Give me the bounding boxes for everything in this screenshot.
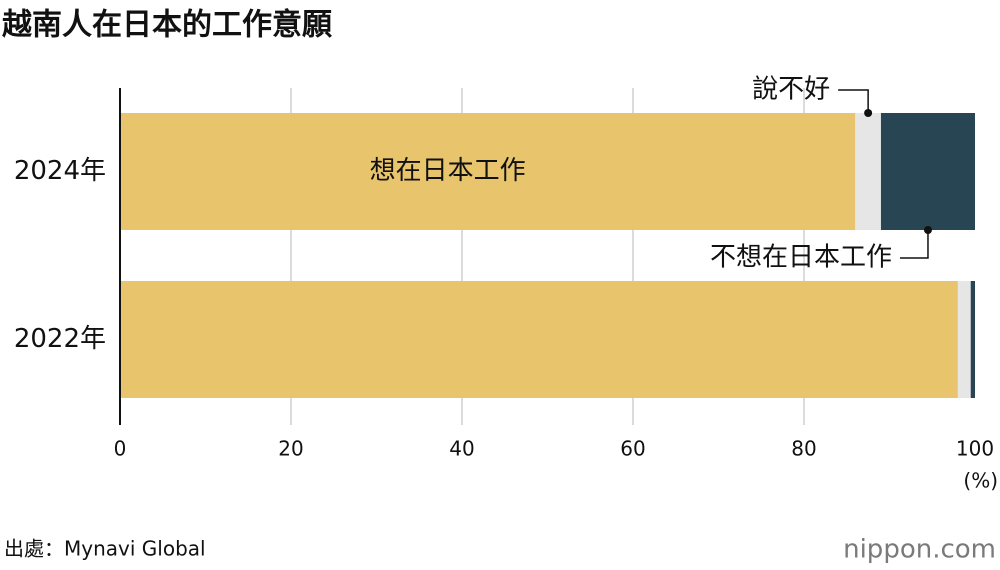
x-tick-label: 20 xyxy=(278,437,303,461)
bar-segment xyxy=(970,281,975,398)
callout-line xyxy=(838,89,869,113)
bar-segment xyxy=(957,281,971,398)
series-label: 說不好 xyxy=(752,75,830,105)
callout-dot xyxy=(864,109,873,117)
x-tick-label: 80 xyxy=(791,437,816,461)
callout-line xyxy=(899,230,929,259)
x-tick-label: 0 xyxy=(114,437,127,461)
y-tick-label: 2022年 xyxy=(14,324,106,354)
x-tick-label: 100 xyxy=(956,437,994,461)
source: 出處：Mynavi Global xyxy=(4,537,206,561)
bar-segment xyxy=(120,113,856,230)
chart-title: 越南人在日本的工作意願 xyxy=(2,8,333,43)
y-tick-label: 2024年 xyxy=(14,156,106,186)
x-tick-label: 60 xyxy=(620,437,645,461)
bar-segment xyxy=(120,281,958,398)
axis-unit: (%) xyxy=(963,469,998,493)
logo: nippon.com xyxy=(843,535,996,565)
bar-segment xyxy=(880,113,975,230)
callout-dot xyxy=(923,226,932,234)
bar-segment xyxy=(855,113,881,230)
series-label: 不想在日本工作 xyxy=(710,243,892,273)
series-label: 想在日本工作 xyxy=(370,156,526,186)
x-tick-label: 40 xyxy=(449,437,474,461)
